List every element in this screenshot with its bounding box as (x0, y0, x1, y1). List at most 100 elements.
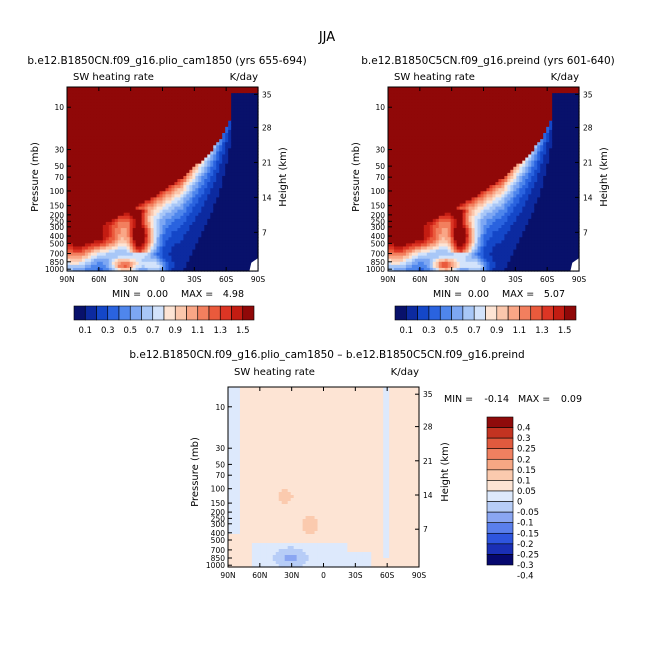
heatmap-cell (189, 179, 193, 183)
heatmap-cell (207, 218, 211, 223)
heatmap-cell (180, 188, 184, 192)
heatmap-cell (231, 221, 235, 226)
heatmap-cell (225, 231, 229, 235)
heatmap-cell (498, 117, 502, 122)
heatmap-cell (402, 126, 407, 131)
heatmap-cell (234, 166, 238, 171)
heatmap-cell (213, 215, 217, 220)
heatmap-cell (243, 240, 247, 244)
heatmap-cell (144, 87, 149, 91)
heatmap-cell (129, 117, 134, 122)
heatmap-cell (117, 105, 122, 110)
heatmap-cell (576, 90, 580, 94)
heatmap-cell (180, 105, 184, 110)
heatmap-cell (171, 93, 176, 97)
heatmap-cell (90, 111, 95, 116)
heatmap-cell (84, 102, 89, 106)
heatmap-cell (183, 87, 187, 91)
heatmap-cell (558, 99, 562, 103)
heatmap-cell (246, 145, 250, 149)
heatmap-cell (228, 203, 232, 208)
heatmap-cell (213, 261, 217, 266)
heatmap-cell (537, 102, 541, 106)
heatmap-cell (252, 249, 256, 254)
heatmap-cell (573, 123, 577, 128)
heatmap-cell (468, 117, 473, 122)
heatmap-cell (162, 264, 167, 269)
heatmap-cell (138, 240, 143, 244)
heatmap-cell (222, 209, 226, 214)
heatmap-cell (219, 206, 223, 211)
heatmap-cell (153, 111, 158, 116)
heatmap-cell (462, 99, 467, 103)
heatmap-cell (528, 93, 532, 97)
heatmap-cell (567, 117, 571, 122)
heatmap-cell (228, 215, 232, 220)
heatmap-cell (228, 182, 232, 186)
heatmap-cell (219, 120, 223, 125)
heatmap-cell (162, 225, 167, 229)
heatmap-cell (72, 234, 77, 238)
heatmap-cell (81, 264, 86, 269)
heatmap-cell (108, 185, 113, 189)
heatmap-cell (156, 225, 161, 229)
heatmap-cell (411, 87, 416, 91)
heatmap-cell (108, 243, 113, 248)
heatmap-cell (171, 108, 176, 113)
heatmap-cell (576, 111, 580, 116)
heatmap-cell (78, 225, 83, 229)
heatmap-cell (195, 93, 199, 97)
heatmap-cell (183, 169, 187, 174)
heatmap-cell (90, 139, 95, 143)
heatmap-cell (177, 249, 181, 254)
heatmap-cell (552, 126, 556, 131)
heatmap-cell (177, 221, 181, 226)
heatmap-cell (204, 136, 208, 140)
heatmap-cell (426, 93, 431, 97)
heatmap-cell (252, 96, 256, 100)
heatmap-cell (216, 145, 220, 149)
heatmap-cell (444, 99, 449, 103)
heatmap-cell (231, 111, 235, 116)
heatmap-cell (84, 163, 89, 168)
heatmap-cell (72, 258, 77, 263)
heatmap-cell (102, 99, 107, 103)
heatmap-cell (432, 114, 437, 119)
heatmap-cell (228, 267, 232, 272)
heatmap-cell (177, 114, 181, 119)
heatmap-cell (252, 215, 256, 220)
heatmap-cell (111, 129, 116, 134)
heatmap-cell (183, 160, 187, 165)
heatmap-cell (492, 96, 497, 100)
heatmap-cell (219, 163, 223, 168)
heatmap-cell (576, 87, 580, 91)
heatmap-cell (150, 246, 155, 251)
heatmap-cell (513, 123, 517, 128)
heatmap-cell (507, 90, 511, 94)
heatmap-cell (492, 99, 497, 103)
heatmap-cell (75, 123, 80, 128)
heatmap-cell (447, 99, 452, 103)
heatmap-cell (102, 179, 107, 183)
heatmap-cell (162, 182, 167, 186)
heatmap-cell (192, 255, 196, 260)
heatmap-cell (129, 90, 134, 94)
heatmap-cell (111, 151, 116, 156)
heatmap-cell (141, 234, 146, 238)
heatmap-cell (69, 191, 74, 195)
heatmap-cell (228, 126, 232, 131)
heatmap-cell (162, 228, 167, 232)
heatmap-cell (246, 231, 250, 235)
heatmap-cell (570, 114, 574, 119)
heatmap-cell (72, 142, 77, 146)
heatmap-cell (240, 179, 244, 183)
heatmap-cell (138, 96, 143, 100)
heatmap-cell (162, 206, 167, 211)
heatmap-cell (162, 249, 167, 254)
heatmap-cell (447, 93, 452, 97)
heatmap-cell (504, 108, 508, 113)
heatmap-cell (480, 93, 485, 97)
heatmap-cell (123, 163, 128, 168)
heatmap-cell (201, 200, 205, 205)
heatmap-cell (183, 258, 187, 263)
